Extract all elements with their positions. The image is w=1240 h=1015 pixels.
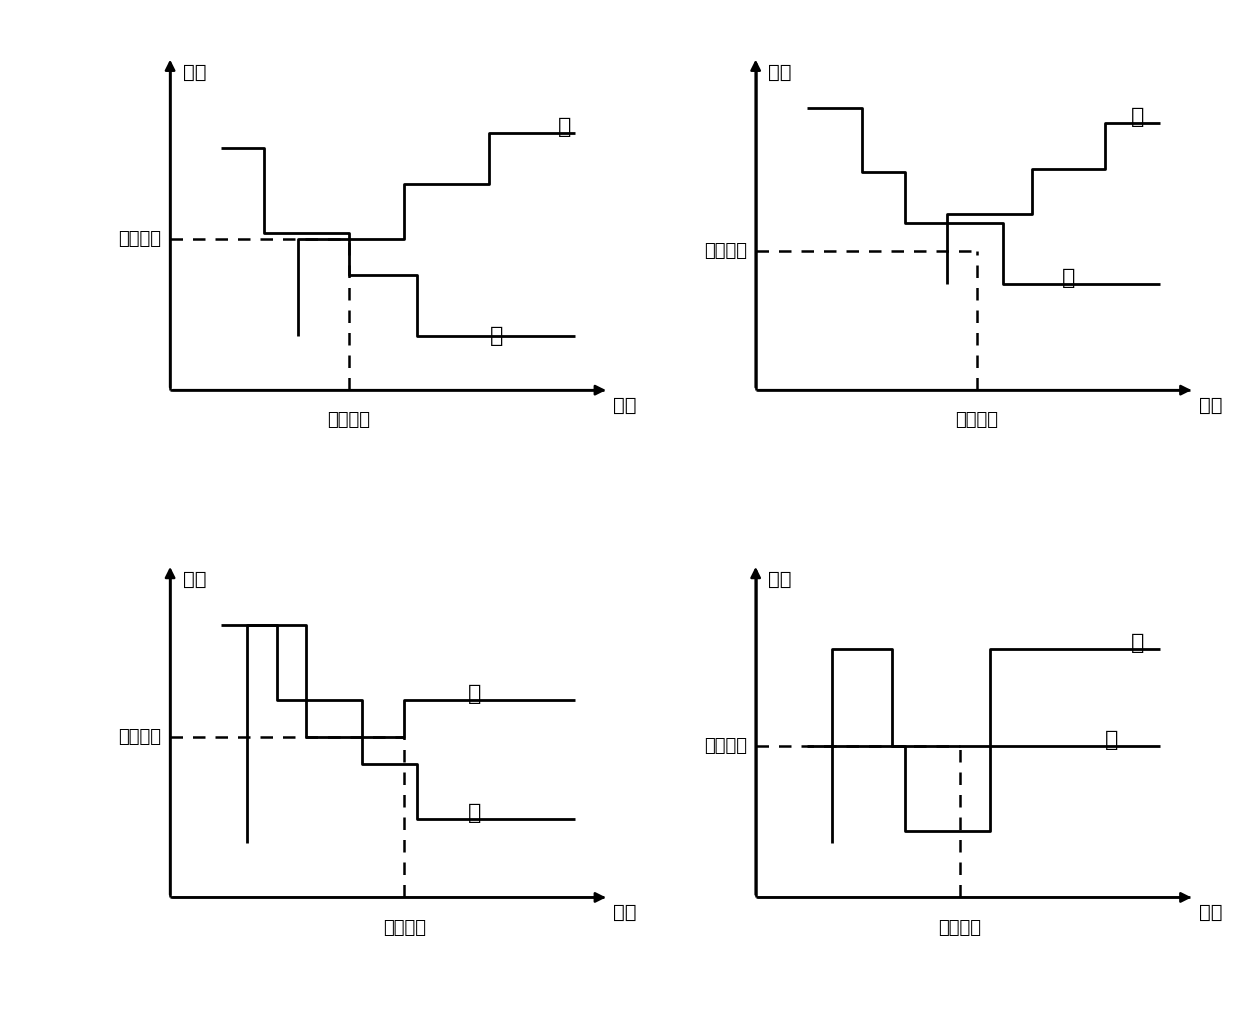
- Text: 价格: 价格: [769, 570, 792, 589]
- Text: 价格: 价格: [182, 63, 206, 82]
- Text: 供: 供: [469, 684, 481, 704]
- Text: 价格: 价格: [769, 63, 792, 82]
- Text: 出清需求: 出清需求: [956, 411, 998, 429]
- Text: 需求: 需求: [613, 903, 636, 922]
- Text: 需: 需: [469, 803, 481, 822]
- Text: 需求: 需求: [613, 396, 636, 415]
- Text: 需: 需: [490, 326, 503, 345]
- Text: 需求: 需求: [1199, 396, 1223, 415]
- Text: 出清需求: 出清需求: [939, 919, 982, 937]
- Text: 需求: 需求: [1199, 903, 1223, 922]
- Text: 出清需求: 出清需求: [383, 919, 425, 937]
- Text: 需: 需: [1105, 730, 1118, 750]
- Text: 供: 供: [1131, 633, 1143, 653]
- Text: 供: 供: [558, 117, 570, 136]
- Text: 出清价格: 出清价格: [704, 737, 748, 755]
- Text: 出清价格: 出清价格: [119, 728, 161, 746]
- Text: 需: 需: [1063, 268, 1075, 288]
- Text: 价格: 价格: [182, 570, 206, 589]
- Text: 出清价格: 出清价格: [704, 242, 748, 260]
- Text: 供: 供: [1131, 108, 1143, 128]
- Text: 出清需求: 出清需求: [327, 411, 371, 429]
- Text: 出清价格: 出清价格: [119, 229, 161, 248]
